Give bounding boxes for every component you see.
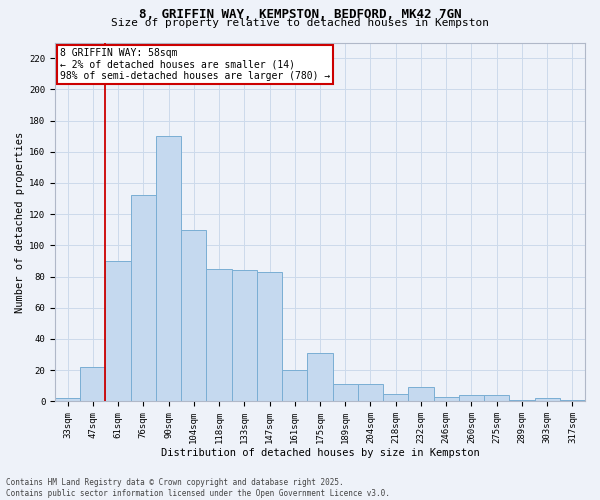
Text: 8, GRIFFIN WAY, KEMPSTON, BEDFORD, MK42 7GN: 8, GRIFFIN WAY, KEMPSTON, BEDFORD, MK42 … bbox=[139, 8, 461, 20]
Bar bbox=[80, 367, 106, 402]
Bar bbox=[332, 384, 358, 402]
Bar bbox=[232, 270, 257, 402]
Bar bbox=[509, 400, 535, 402]
Bar bbox=[156, 136, 181, 402]
Bar bbox=[257, 272, 282, 402]
Text: Size of property relative to detached houses in Kempston: Size of property relative to detached ho… bbox=[111, 18, 489, 28]
X-axis label: Distribution of detached houses by size in Kempston: Distribution of detached houses by size … bbox=[161, 448, 479, 458]
Text: Contains HM Land Registry data © Crown copyright and database right 2025.
Contai: Contains HM Land Registry data © Crown c… bbox=[6, 478, 390, 498]
Bar bbox=[535, 398, 560, 402]
Bar bbox=[459, 395, 484, 402]
Bar bbox=[484, 395, 509, 402]
Bar bbox=[282, 370, 307, 402]
Bar bbox=[106, 261, 131, 402]
Bar bbox=[560, 400, 585, 402]
Bar bbox=[181, 230, 206, 402]
Y-axis label: Number of detached properties: Number of detached properties bbox=[15, 132, 25, 312]
Bar bbox=[434, 396, 459, 402]
Bar bbox=[206, 268, 232, 402]
Bar bbox=[383, 394, 409, 402]
Bar bbox=[131, 196, 156, 402]
Text: 8 GRIFFIN WAY: 58sqm
← 2% of detached houses are smaller (14)
98% of semi-detach: 8 GRIFFIN WAY: 58sqm ← 2% of detached ho… bbox=[61, 48, 331, 81]
Bar bbox=[409, 388, 434, 402]
Bar bbox=[55, 398, 80, 402]
Bar bbox=[358, 384, 383, 402]
Bar bbox=[307, 353, 332, 402]
